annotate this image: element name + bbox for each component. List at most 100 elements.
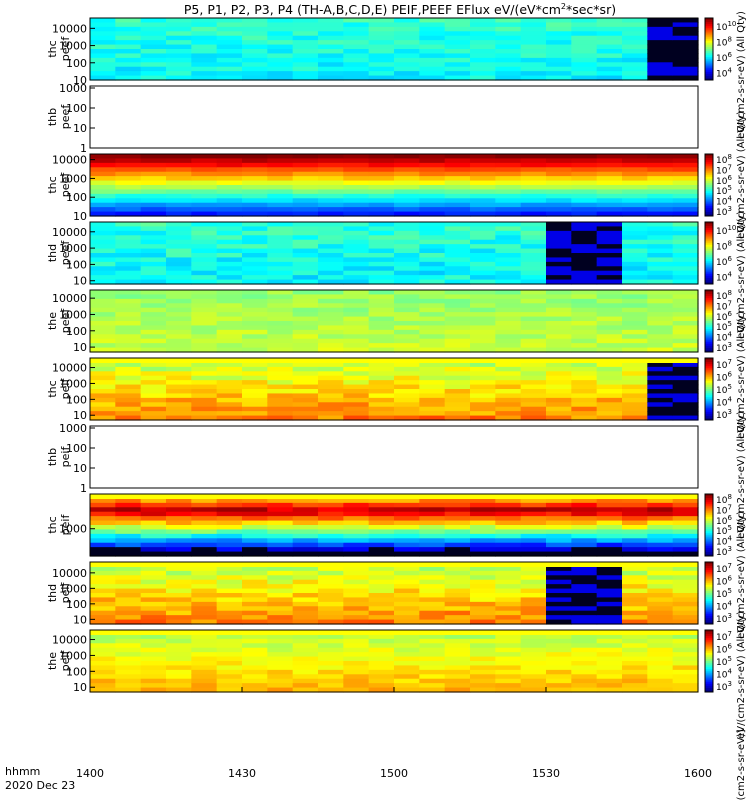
heatmap-cell: [292, 652, 319, 658]
heatmap-cell: [444, 551, 471, 557]
heatmap-cell: [343, 298, 370, 304]
heatmap-cell: [166, 415, 192, 421]
heatmap-cell: [546, 167, 572, 173]
heatmap-cell: [343, 235, 370, 241]
heatmap-cell: [520, 566, 547, 572]
heatmap-cell: [140, 329, 167, 335]
y-tick-label: 1000: [59, 308, 87, 321]
heatmap-cell: [419, 533, 446, 539]
heatmap-cell: [140, 248, 167, 254]
heatmap-cell: [546, 57, 572, 63]
heatmap-cell: [368, 634, 395, 640]
heatmap-cell: [571, 66, 598, 72]
heatmap-cell: [622, 312, 648, 318]
colorbar-swatch: [705, 298, 713, 301]
heatmap-cell: [115, 244, 142, 250]
heatmap-cell: [672, 661, 699, 667]
heatmap-cell: [140, 307, 167, 313]
colorbar-swatch: [705, 71, 713, 75]
heatmap-cell: [419, 669, 446, 675]
heatmap-cell: [292, 619, 319, 625]
heatmap-cell: [90, 261, 116, 267]
colorbar-swatch: [705, 234, 713, 237]
colorbar-tick-label: 107: [716, 164, 732, 177]
y-axis-label: thbpeef: [46, 104, 72, 130]
heatmap-cell: [419, 290, 446, 296]
heatmap-cell: [419, 298, 446, 304]
heatmap-cell: [343, 579, 370, 585]
heatmap-cell: [267, 375, 294, 381]
heatmap-cell: [672, 606, 699, 612]
heatmap-cell: [444, 334, 471, 340]
heatmap-cell: [520, 57, 547, 63]
heatmap-cell: [546, 230, 572, 236]
heatmap-cell: [596, 575, 623, 581]
colorbar-swatch: [705, 304, 713, 308]
heatmap-cell: [90, 202, 116, 208]
heatmap-cell: [520, 257, 547, 263]
heatmap-cell: [318, 551, 344, 557]
heatmap-cell: [343, 584, 370, 590]
heatmap-cell: [495, 533, 522, 539]
heatmap-cell: [242, 321, 268, 327]
colorbar-tick-label: 107: [716, 562, 732, 575]
colorbar-tick-label: 105: [716, 587, 732, 600]
heatmap-cell: [470, 222, 496, 228]
heatmap-cell: [495, 226, 522, 232]
heatmap-cell: [191, 520, 218, 526]
heatmap-cell: [470, 371, 496, 377]
heatmap-cell: [520, 384, 547, 390]
heatmap-cell: [166, 294, 192, 300]
heatmap-cell: [242, 371, 268, 377]
heatmap-cell: [115, 380, 142, 386]
heatmap-cell: [242, 570, 268, 576]
colorbar-frame: [704, 153, 714, 217]
colorbar-tick-label: 107: [716, 358, 732, 371]
heatmap-cell: [394, 597, 420, 603]
heatmap-cell: [596, 207, 623, 213]
heatmap-cell: [495, 75, 522, 81]
heatmap-cell: [546, 343, 572, 349]
colorbar-swatch: [705, 368, 713, 371]
heatmap-cell: [394, 193, 420, 199]
heatmap-cell: [267, 551, 294, 557]
heatmap-cell: [444, 634, 471, 640]
heatmap-cell: [470, 542, 496, 548]
heatmap-cell: [444, 597, 471, 603]
heatmap-cell: [394, 279, 420, 285]
heatmap-cell: [242, 547, 268, 553]
heatmap-cell: [546, 665, 572, 671]
heatmap-cell: [318, 44, 344, 50]
heatmap-cell: [622, 167, 648, 173]
heatmap-cell: [166, 402, 192, 408]
heatmap-cell: [267, 371, 294, 377]
heatmap-cell: [596, 415, 623, 421]
heatmap-cell: [216, 261, 243, 267]
heatmap-cell: [546, 75, 572, 81]
heatmap-cell: [115, 325, 142, 331]
colorbar-swatch: [705, 199, 713, 203]
heatmap-cell: [622, 303, 648, 309]
heatmap-cell: [343, 158, 370, 164]
heatmap-cell: [140, 516, 167, 522]
heatmap-cell: [166, 226, 192, 232]
heatmap-cell: [520, 185, 547, 191]
heatmap-cell: [470, 303, 496, 309]
heatmap-cell: [672, 71, 699, 77]
heatmap-cell: [90, 44, 116, 50]
heatmap-cell: [267, 171, 294, 177]
heatmap-cell: [216, 415, 243, 421]
heatmap-cell: [470, 406, 496, 412]
heatmap-cell: [444, 402, 471, 408]
heatmap-cell: [242, 275, 268, 281]
heatmap-cell: [394, 31, 420, 37]
colorbar-swatch: [705, 372, 713, 376]
heatmap-cell: [140, 683, 167, 689]
heatmap-cell: [140, 154, 167, 160]
heatmap-cell: [343, 239, 370, 245]
heatmap-cell: [444, 366, 471, 372]
heatmap-cell: [571, 652, 598, 658]
heatmap-cell: [647, 162, 674, 168]
heatmap-cell: [292, 244, 319, 250]
heatmap-cell: [216, 26, 243, 32]
